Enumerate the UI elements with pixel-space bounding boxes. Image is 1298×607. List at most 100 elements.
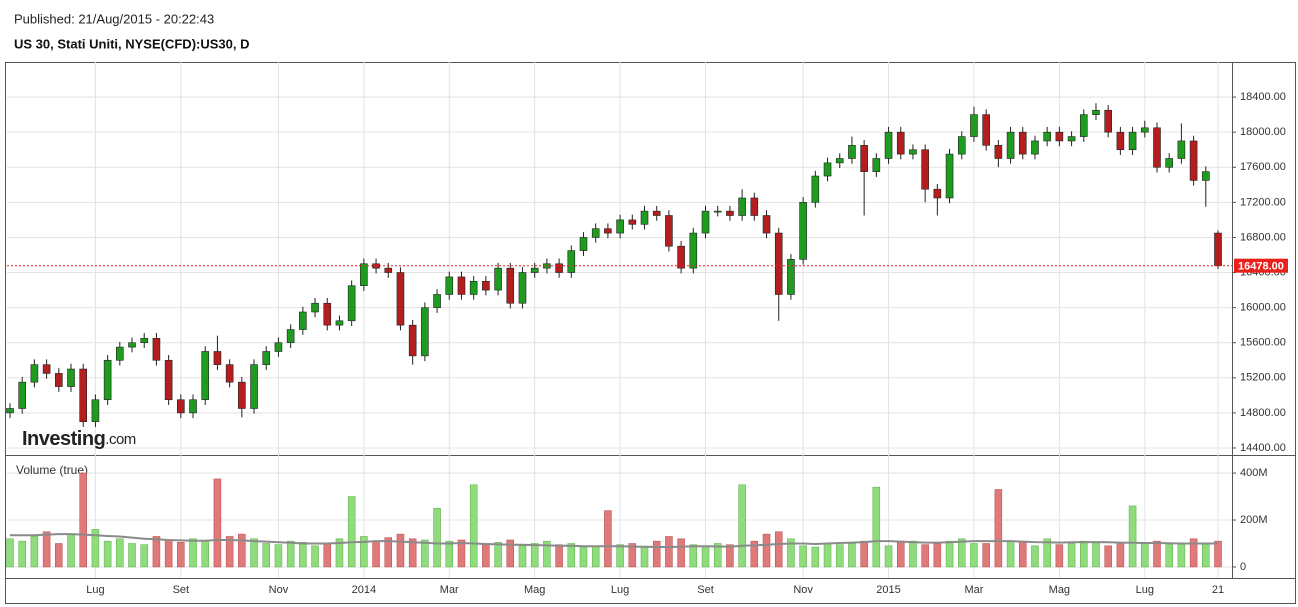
volume-average	[10, 533, 1218, 548]
x-tick-label: Mar	[964, 584, 983, 596]
volume-bar	[457, 539, 466, 568]
volume-bar	[408, 538, 417, 568]
candle-body	[665, 215, 673, 247]
volume-bar	[262, 543, 270, 568]
volume-bar	[1006, 540, 1015, 568]
candle-body	[1031, 140, 1039, 155]
candle-body	[384, 267, 393, 273]
volume-bar	[177, 542, 185, 568]
candle-body	[177, 399, 185, 414]
candle-body	[591, 228, 600, 238]
candle-body	[1177, 140, 1186, 159]
candle-body	[164, 359, 173, 401]
volume-bar	[103, 540, 112, 568]
candle-body	[299, 311, 307, 330]
volume-bar	[286, 540, 295, 568]
y-tick-label: 17600.00	[1240, 161, 1286, 173]
candle-body	[140, 338, 149, 344]
candle-body	[677, 245, 685, 269]
candle-body	[774, 232, 783, 295]
candle-body	[555, 263, 563, 273]
volume-bar	[79, 472, 87, 568]
candle-body	[18, 381, 27, 409]
volume-bar	[884, 545, 893, 568]
volume-bar	[347, 496, 356, 568]
y-tick-label: 14800.00	[1240, 407, 1286, 419]
candle-body	[799, 202, 807, 260]
volume-bar	[835, 544, 844, 568]
volume-bar	[1092, 542, 1100, 568]
last-price-box	[1234, 258, 1288, 273]
published: Published: 21/Aug/2015 - 20:22:43	[14, 11, 214, 26]
candle-body	[152, 338, 161, 361]
y-tick-label: 17200.00	[1240, 196, 1286, 208]
volume-bar	[994, 489, 1003, 568]
candle-body	[689, 232, 698, 269]
volume-bar	[1141, 542, 1149, 568]
candle-body	[701, 210, 710, 234]
volume-bar	[530, 543, 539, 568]
candle-body	[628, 219, 637, 225]
candle-body	[457, 276, 466, 295]
y-tick-label: 18000.00	[1240, 126, 1286, 138]
volume-bar	[128, 543, 136, 568]
candle-body	[6, 408, 14, 414]
candle-body	[91, 399, 100, 422]
volume-bar	[896, 542, 905, 568]
x-tick-label: Lug	[86, 584, 104, 596]
volume-bar	[189, 538, 197, 568]
volume-bar	[335, 538, 344, 568]
volume-bar	[469, 484, 478, 568]
volume-bar	[591, 545, 600, 568]
candle-body	[433, 294, 441, 308]
volume-bar	[567, 543, 576, 568]
volume-bar	[958, 538, 966, 568]
candle-body	[225, 364, 234, 383]
candle-body	[970, 114, 978, 137]
candle-body	[957, 136, 966, 155]
volume-bar	[18, 540, 26, 568]
volume-bar	[652, 540, 661, 568]
volume-bar	[945, 540, 954, 568]
symbol: US 30, Stati Uniti, NYSE(CFD):US30, D	[14, 36, 249, 51]
volume-bar	[1080, 540, 1088, 568]
volume-bar	[982, 543, 990, 568]
candle-body	[530, 267, 539, 273]
candle-body	[1055, 131, 1064, 142]
candle-body	[360, 263, 368, 286]
volume-bar	[848, 543, 856, 568]
volume-bar	[970, 543, 978, 568]
candle-body	[494, 267, 502, 291]
volume-bar	[55, 543, 63, 568]
volume-bar	[555, 544, 563, 568]
volume-bar	[1189, 538, 1198, 568]
y-tick-label: 14400.00	[1240, 442, 1286, 454]
candle-body	[1018, 131, 1027, 155]
candle-body	[250, 364, 258, 409]
candle-body	[982, 114, 990, 146]
candle-body	[994, 145, 1003, 159]
volume-bar	[1055, 544, 1064, 568]
volume-bar	[726, 544, 734, 568]
frame	[5, 62, 1296, 604]
x-tick-label: 2014	[352, 584, 376, 596]
volume-bar	[91, 529, 100, 568]
candle-body	[884, 131, 893, 159]
volume-bar	[738, 484, 746, 568]
candle-body	[482, 281, 490, 291]
candle-body	[213, 351, 222, 365]
candle-body	[42, 364, 51, 374]
x-tick-label: 21	[1212, 584, 1224, 596]
volume-bar	[433, 508, 441, 568]
y-tick-label: 200M	[1240, 514, 1268, 526]
volume-bar	[1019, 542, 1027, 568]
candle-body	[579, 237, 588, 251]
candle-body	[909, 149, 917, 155]
volume-bar	[201, 540, 209, 568]
candle-body	[1189, 140, 1198, 181]
volume-bar	[543, 540, 551, 568]
y-tick-label: 400M	[1240, 467, 1268, 479]
candle-body	[713, 210, 722, 213]
volume-bar	[299, 542, 307, 568]
y-tick-label: 16800.00	[1240, 231, 1286, 243]
